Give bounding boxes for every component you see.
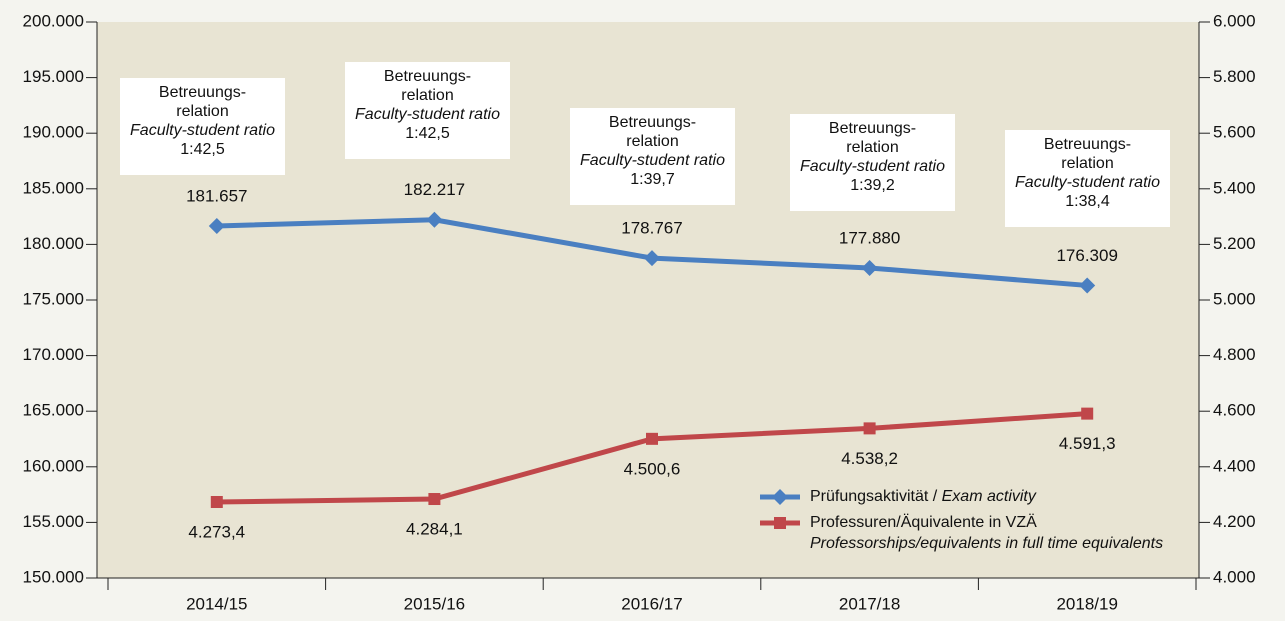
annotation-text: Betreuungs- (829, 120, 916, 137)
x-tick-label: 2018/19 (1056, 594, 1117, 613)
annotation-ratio: 1:42,5 (405, 125, 450, 142)
y-tick-label: 150.000 (23, 567, 84, 586)
annotation: Betreuungs-relation Faculty-student ratio… (570, 108, 735, 205)
data-label: 182.217 (404, 180, 465, 199)
y2-tick-label: 4.400 (1213, 456, 1256, 475)
marker (863, 422, 876, 435)
y-tick-label: 195.000 (23, 67, 84, 86)
data-label: 4.500,6 (624, 459, 681, 478)
y-tick-label: 180.000 (23, 234, 84, 253)
y-tick-label: 185.000 (23, 178, 84, 197)
annotation-text: Betreuungs- (384, 68, 471, 85)
annotation-ratio: 1:42,5 (180, 141, 225, 158)
y-tick-label: 175.000 (23, 289, 84, 308)
annotation-italic: Faculty-student ratio (1015, 174, 1160, 191)
legend-label: Prüfungsaktivität / Exam activity (810, 488, 1037, 505)
y2-tick-label: 5.600 (1213, 123, 1256, 142)
annotation-box (790, 114, 955, 211)
annotation-italic: Faculty-student ratio (580, 152, 725, 169)
y-tick-label: 160.000 (23, 456, 84, 475)
annotation-text: relation (1061, 155, 1113, 172)
y2-tick-label: 5.200 (1213, 234, 1256, 253)
x-tick-label: 2015/16 (404, 594, 465, 613)
y-tick-label: 165.000 (23, 401, 84, 420)
y2-tick-label: 5.800 (1213, 67, 1256, 86)
y-tick-label: 190.000 (23, 123, 84, 142)
annotation-ratio: 1:39,2 (850, 177, 895, 194)
marker (428, 493, 441, 506)
marker (426, 211, 443, 228)
y-tick-label: 170.000 (23, 345, 84, 364)
annotation-italic: Faculty-student ratio (800, 158, 945, 175)
annotation-italic: Faculty-student ratio (130, 122, 275, 139)
data-label: 177.880 (839, 228, 900, 247)
marker (861, 259, 878, 276)
legend-label-en: Professorships/equivalents in full time … (810, 535, 1163, 552)
annotation-text: relation (846, 139, 898, 156)
annotation-ratio: 1:38,4 (1065, 193, 1110, 210)
marker (644, 250, 660, 267)
x-tick-label: 2014/15 (186, 594, 247, 613)
annotation: Betreuungs-relation Faculty-student ratio… (1005, 130, 1170, 227)
data-label: 4.284,1 (406, 520, 463, 539)
data-label: 4.591,3 (1059, 434, 1116, 453)
annotation-box (345, 62, 510, 159)
marker (1081, 407, 1094, 420)
x-tick-label: 2017/18 (839, 594, 900, 613)
y-tick-label: 155.000 (23, 512, 84, 531)
annotation: Betreuungs-relation Faculty-student ratio… (120, 78, 285, 175)
y2-tick-label: 4.800 (1213, 345, 1256, 364)
annotation-box (120, 78, 285, 175)
y-tick-label: 200.000 (23, 11, 84, 30)
marker (208, 217, 225, 234)
annotation-text: Betreuungs- (1044, 136, 1131, 153)
annotation: Betreuungs-relation Faculty-student ratio… (345, 62, 510, 159)
y2-tick-label: 4.600 (1213, 401, 1256, 420)
legend-label: Professuren/Äquivalente in VZÄ (810, 513, 1037, 531)
legend-marker (772, 489, 788, 505)
annotation-box (1005, 130, 1170, 227)
y2-tick-label: 6.000 (1213, 11, 1256, 30)
annotation: Betreuungs-relation Faculty-student ratio… (790, 114, 955, 211)
y2-tick-label: 5.000 (1213, 289, 1256, 308)
annotation-box (570, 108, 735, 205)
legend-marker (774, 517, 786, 529)
annotation-italic: Faculty-student ratio (355, 106, 500, 123)
annotation-text: Betreuungs- (159, 84, 246, 101)
data-label: 4.273,4 (188, 522, 245, 541)
data-label: 4.538,2 (841, 449, 898, 468)
data-label: 178.767 (621, 219, 682, 238)
data-label: 181.657 (186, 186, 247, 205)
y2-tick-label: 5.400 (1213, 178, 1256, 197)
annotation-text: Betreuungs- (609, 114, 696, 131)
marker (210, 495, 223, 508)
data-label: 176.309 (1056, 246, 1117, 265)
marker (1079, 277, 1096, 294)
annotation-text: relation (176, 103, 228, 120)
marker (646, 432, 658, 445)
annotation-ratio: 1:39,7 (630, 171, 675, 188)
y2-tick-label: 4.000 (1213, 567, 1256, 586)
x-tick-label: 2016/17 (621, 594, 682, 613)
annotation-text: relation (401, 87, 453, 104)
annotation-text: relation (626, 133, 678, 150)
y2-tick-label: 4.200 (1213, 512, 1256, 531)
